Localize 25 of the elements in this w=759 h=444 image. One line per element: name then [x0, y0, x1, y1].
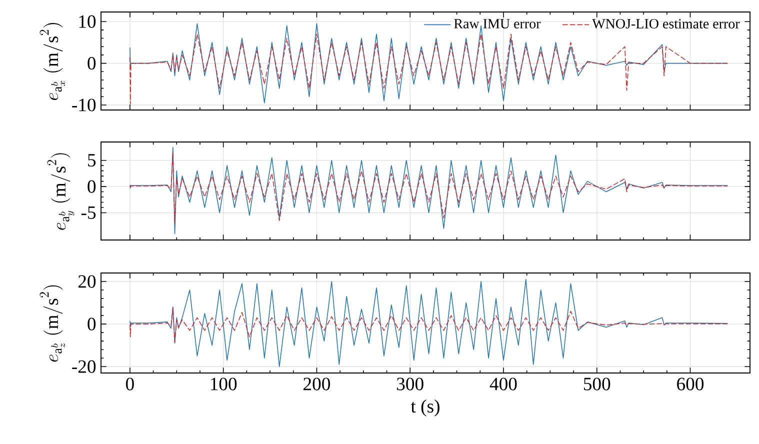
x-tick-label: 500: [584, 378, 610, 390]
y-tick-label: -5: [81, 206, 96, 219]
x-axis-title: t (s): [410, 399, 440, 416]
y-tick-label: 5: [88, 154, 96, 167]
x-tick-label: 400: [490, 378, 517, 390]
x-tick-label: 200: [304, 378, 330, 390]
y-tick-label: 20: [78, 275, 96, 288]
line-series: [130, 278, 728, 368]
y-tick-label: -10: [72, 98, 96, 112]
y-tick-label: 10: [79, 15, 96, 28]
series-label: WNOJ-LIO estimate error: [592, 19, 740, 29]
y-tick-label: 0: [88, 56, 96, 70]
y-axis-title: $e_{\mathrm{a}_y^b}\ (\mathrm{m/s}^2)$: [47, 153, 74, 230]
x-tick-label: 300: [397, 378, 424, 390]
line-series: [130, 146, 728, 234]
y-axis-title: $e_{\mathrm{a}_x^b}\ (\mathrm{m/s}^2)$: [40, 23, 66, 100]
x-tick-label: 0: [126, 378, 134, 390]
y-tick-label: 0: [88, 318, 96, 330]
line-series: [130, 152, 728, 224]
y-tick-label: -20: [72, 360, 96, 373]
x-tick-label: 600: [677, 378, 704, 390]
x-tick-label: 100: [210, 378, 237, 390]
y-axis-title: $e_{\mathrm{a}_z^b}\ (\mathrm{m/s}^2)$: [40, 285, 66, 362]
y-tick-label: 0: [88, 180, 96, 193]
legend-label: Raw IMU error: [454, 19, 541, 28]
